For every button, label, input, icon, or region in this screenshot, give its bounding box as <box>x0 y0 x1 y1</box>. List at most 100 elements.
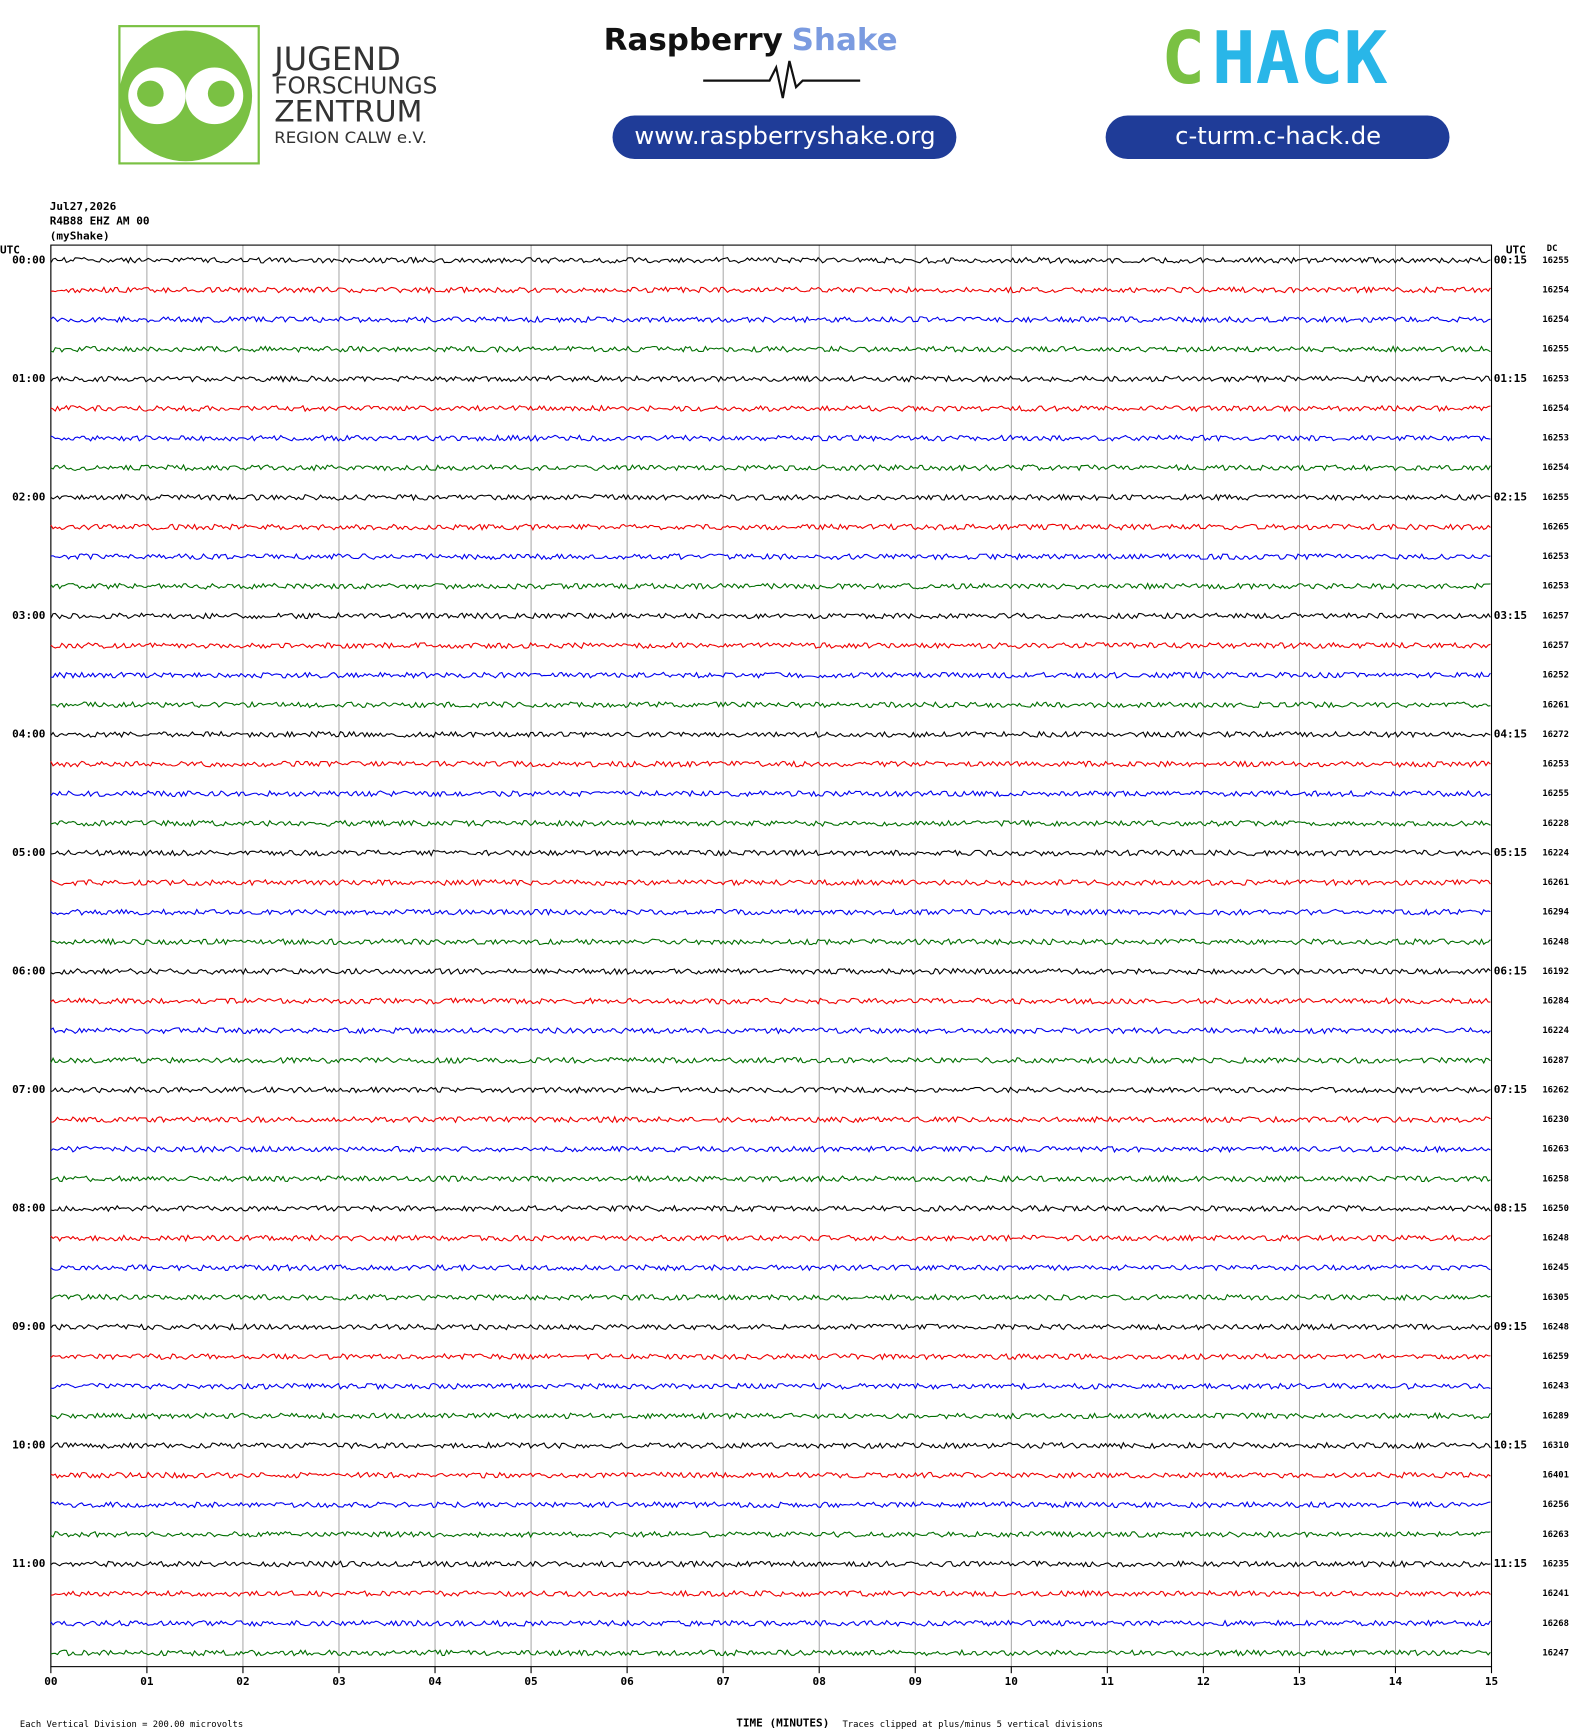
dc-value: 16254 <box>1542 463 1569 473</box>
row-time-left: 06:00 <box>12 964 45 977</box>
row-time-left: 05:00 <box>12 846 45 859</box>
dc-value: 16401 <box>1542 1471 1569 1481</box>
trace <box>50 434 1491 443</box>
x-axis-title: TIME (MINUTES) <box>736 1716 829 1729</box>
logo-frame <box>118 25 260 165</box>
trace <box>50 908 1491 917</box>
x-tick-label: 14 <box>1389 1675 1403 1688</box>
trace <box>50 1619 1491 1628</box>
trace <box>50 552 1491 561</box>
dc-value: 16262 <box>1542 1085 1569 1095</box>
dc-value: 16250 <box>1542 1204 1569 1214</box>
dc-value: 16248 <box>1542 937 1569 947</box>
trace <box>50 404 1491 413</box>
dc-value: 16257 <box>1542 611 1569 621</box>
trace <box>50 1530 1491 1539</box>
row-time-right: 07:15 <box>1494 1083 1527 1096</box>
trace <box>50 878 1491 887</box>
axis-label: UTC <box>1506 244 1526 257</box>
dc-value: 16305 <box>1542 1293 1569 1303</box>
x-tick-label: 06 <box>620 1675 634 1688</box>
x-tick-label: 11 <box>1101 1675 1115 1688</box>
dc-value: 16241 <box>1542 1589 1569 1599</box>
x-tick-label: 00 <box>44 1675 57 1688</box>
dc-value: 16254 <box>1542 286 1569 296</box>
trace <box>50 582 1491 591</box>
row-time-right: 09:15 <box>1494 1320 1527 1333</box>
trace <box>50 967 1491 976</box>
info-text: Jul27,2026 <box>50 200 117 213</box>
trace <box>50 1174 1491 1183</box>
trace <box>50 1500 1491 1509</box>
trace <box>50 1411 1491 1420</box>
row-time-left: 03:00 <box>12 609 45 622</box>
trace <box>50 700 1491 709</box>
row-time-right: 03:15 <box>1494 609 1527 622</box>
dc-value: 16254 <box>1542 315 1569 325</box>
dc-value: 16253 <box>1542 374 1569 384</box>
footer-note: Each Vertical Division = 200.00 microvol… <box>20 1720 243 1730</box>
row-time-left: 07:00 <box>12 1083 45 1096</box>
dc-value: 16224 <box>1542 848 1569 858</box>
dc-value: 16243 <box>1542 1382 1569 1392</box>
dc-value: 16255 <box>1542 345 1569 355</box>
dc-value: 16245 <box>1542 1263 1569 1273</box>
trace <box>50 256 1491 265</box>
x-tick-label: 01 <box>140 1675 154 1688</box>
plot-frame <box>50 244 1493 1668</box>
row-time-right: 11:15 <box>1494 1557 1527 1570</box>
x-tick-label: 08 <box>813 1675 826 1688</box>
dc-value: 16253 <box>1542 434 1569 444</box>
jfz-text: ZENTRUM <box>274 94 422 129</box>
trace <box>50 285 1491 295</box>
trace <box>50 1471 1491 1479</box>
trace <box>50 1234 1491 1243</box>
chack-logo: C HACK c-turm.c-hack.de <box>1105 18 1450 160</box>
trace <box>50 1026 1491 1035</box>
x-tick-label: 04 <box>428 1675 442 1688</box>
dc-value: 16255 <box>1542 256 1569 266</box>
footer-note: Traces clipped at plus/minus 5 vertical … <box>842 1720 1103 1730</box>
dc-value: 16228 <box>1542 819 1569 829</box>
row-time-left: 09:00 <box>12 1320 45 1333</box>
dc-value: 16272 <box>1542 730 1569 740</box>
trace <box>50 1293 1491 1302</box>
trace <box>50 1352 1491 1361</box>
trace <box>50 1382 1491 1391</box>
trace <box>50 760 1491 769</box>
trace <box>50 345 1491 354</box>
dc-value: 16224 <box>1542 1026 1569 1036</box>
x-tick-label: 09 <box>909 1675 922 1688</box>
dc-value: 16284 <box>1542 997 1569 1007</box>
row-time-left: 01:00 <box>12 372 45 385</box>
trace <box>50 1204 1491 1213</box>
dc-value: 16310 <box>1542 1441 1569 1451</box>
dc-value: 16261 <box>1542 700 1569 710</box>
axis-label: UTC <box>0 244 20 257</box>
dc-value: 16263 <box>1542 1530 1569 1540</box>
trace <box>50 1441 1491 1450</box>
dc-value: 16257 <box>1542 641 1569 651</box>
dc-label: DC <box>1547 244 1558 254</box>
trace <box>50 612 1491 620</box>
trace <box>50 1086 1491 1094</box>
trace <box>50 789 1491 798</box>
dc-value: 16192 <box>1542 967 1569 977</box>
info-text: (myShake) <box>50 229 110 242</box>
row-time-right: 04:15 <box>1494 727 1527 740</box>
dc-value: 16289 <box>1542 1411 1569 1421</box>
trace <box>50 1056 1491 1065</box>
dc-value: 16230 <box>1542 1115 1569 1125</box>
x-tick-label: 15 <box>1485 1675 1498 1688</box>
x-tick-label: 10 <box>1005 1675 1018 1688</box>
jfz-text: FORSCHUNGS <box>274 74 437 100</box>
trace <box>50 315 1491 324</box>
dc-value: 16252 <box>1542 671 1569 681</box>
rs-wave <box>703 60 861 99</box>
trace <box>50 671 1491 679</box>
trace <box>50 1145 1491 1154</box>
dc-value: 16248 <box>1542 1234 1569 1244</box>
trace <box>50 374 1491 383</box>
